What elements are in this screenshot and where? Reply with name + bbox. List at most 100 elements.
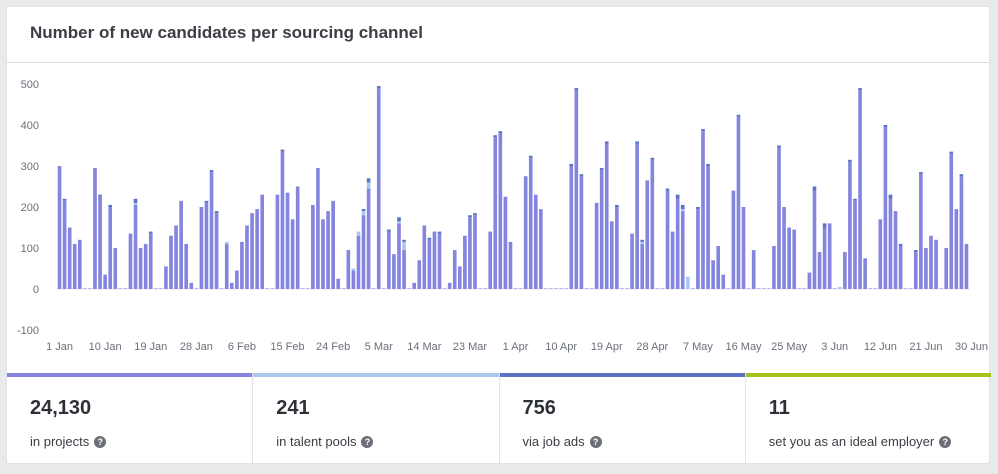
bar-empty[interactable]	[88, 288, 92, 289]
bar-projects[interactable]	[929, 235, 933, 289]
bar-empty[interactable]	[219, 288, 224, 289]
bar-projects[interactable]	[412, 282, 417, 289]
bar-job_ads[interactable]	[468, 215, 472, 218]
bar-projects[interactable]	[250, 213, 254, 289]
bar-empty[interactable]	[265, 288, 270, 289]
bar-job_ads[interactable]	[574, 88, 579, 91]
bar-projects[interactable]	[630, 233, 634, 289]
bar-empty[interactable]	[939, 288, 943, 289]
bar-talent_pools[interactable]	[356, 231, 361, 236]
bar-job_ads[interactable]	[812, 186, 817, 191]
bar-projects[interactable]	[949, 153, 954, 289]
bar-projects[interactable]	[113, 248, 118, 289]
bar-projects[interactable]	[898, 245, 903, 289]
bar-projects[interactable]	[523, 176, 528, 289]
bar-projects[interactable]	[772, 245, 776, 289]
bar-job_ads[interactable]	[898, 243, 903, 246]
bar-projects[interactable]	[189, 282, 194, 289]
bar-projects[interactable]	[452, 250, 457, 289]
bar-job_ads[interactable]	[640, 239, 645, 242]
bar-projects[interactable]	[67, 227, 72, 290]
bar-projects[interactable]	[533, 194, 538, 289]
bar-projects[interactable]	[696, 209, 700, 289]
bar-empty[interactable]	[564, 288, 569, 289]
bar-talent_pools[interactable]	[133, 202, 138, 205]
bar-projects[interactable]	[539, 209, 543, 289]
bar-job_ads[interactable]	[635, 141, 639, 144]
bar-empty[interactable]	[726, 288, 731, 289]
bar-empty[interactable]	[153, 288, 158, 289]
bar-projects[interactable]	[174, 225, 178, 289]
bar-projects[interactable]	[883, 127, 888, 289]
bar-job_ads[interactable]	[366, 178, 371, 183]
bar-job_ads[interactable]	[696, 207, 700, 210]
bar-projects[interactable]	[295, 186, 300, 290]
bar-empty[interactable]	[620, 288, 624, 289]
bar-projects[interactable]	[579, 176, 584, 289]
bar-projects[interactable]	[229, 282, 234, 289]
bar-empty[interactable]	[483, 288, 487, 289]
bar-empty[interactable]	[832, 288, 837, 289]
bar-projects[interactable]	[716, 245, 721, 289]
bar-job_ads[interactable]	[376, 86, 381, 89]
bar-job_ads[interactable]	[913, 250, 918, 253]
bar-projects[interactable]	[432, 231, 437, 289]
bar-projects[interactable]	[913, 252, 918, 289]
bar-empty[interactable]	[660, 288, 665, 289]
bar-projects[interactable]	[635, 143, 639, 289]
bar-job_ads[interactable]	[858, 88, 862, 91]
bar-projects[interactable]	[366, 188, 371, 289]
bar-projects[interactable]	[285, 192, 290, 289]
bar-projects[interactable]	[326, 211, 330, 289]
bar-job_ads[interactable]	[528, 155, 533, 158]
bar-projects[interactable]	[240, 241, 244, 289]
bar-projects[interactable]	[148, 233, 153, 289]
bar-projects[interactable]	[57, 166, 62, 289]
bar-projects[interactable]	[675, 198, 680, 289]
bar-empty[interactable]	[761, 288, 766, 289]
bar-projects[interactable]	[72, 243, 77, 289]
bar-projects[interactable]	[858, 90, 862, 290]
bar-empty[interactable]	[442, 288, 447, 289]
bar-projects[interactable]	[528, 157, 533, 289]
bar-empty[interactable]	[767, 288, 771, 289]
bar-projects[interactable]	[944, 248, 949, 289]
bar-projects[interactable]	[863, 258, 867, 289]
bar-job_ads[interactable]	[402, 239, 406, 242]
bar-empty[interactable]	[518, 288, 523, 289]
bar-projects[interactable]	[711, 260, 715, 289]
bar-projects[interactable]	[919, 174, 923, 289]
bar-job_ads[interactable]	[883, 125, 888, 128]
bar-empty[interactable]	[118, 288, 123, 289]
bar-empty[interactable]	[691, 288, 695, 289]
bar-empty[interactable]	[549, 288, 553, 289]
bar-job_ads[interactable]	[579, 174, 584, 177]
bar-projects[interactable]	[164, 266, 168, 289]
bar-projects[interactable]	[331, 200, 335, 289]
bar-projects[interactable]	[108, 207, 113, 289]
bar-job_ads[interactable]	[853, 198, 857, 201]
bar-empty[interactable]	[746, 288, 751, 289]
bar-projects[interactable]	[204, 202, 209, 289]
bar-projects[interactable]	[665, 190, 670, 289]
bar-projects[interactable]	[964, 243, 969, 289]
bar-projects[interactable]	[878, 219, 883, 289]
bar-projects[interactable]	[422, 225, 427, 289]
bar-projects[interactable]	[280, 151, 285, 289]
bar-projects[interactable]	[290, 219, 295, 289]
bar-empty[interactable]	[159, 288, 163, 289]
help-icon[interactable]: ?	[589, 435, 602, 448]
bar-job_ads[interactable]	[675, 194, 680, 199]
bar-projects[interactable]	[924, 248, 928, 289]
bar-projects[interactable]	[356, 235, 361, 289]
bar-job_ads[interactable]	[473, 213, 477, 216]
bar-projects[interactable]	[397, 223, 401, 289]
bar-projects[interactable]	[473, 215, 477, 289]
bar-projects[interactable]	[169, 235, 173, 289]
bar-projects[interactable]	[321, 219, 325, 289]
bar-projects[interactable]	[792, 229, 797, 289]
bar-job_ads[interactable]	[214, 211, 219, 214]
bar-projects[interactable]	[706, 166, 710, 289]
bar-job_ads[interactable]	[498, 131, 503, 134]
bar-projects[interactable]	[488, 231, 493, 289]
